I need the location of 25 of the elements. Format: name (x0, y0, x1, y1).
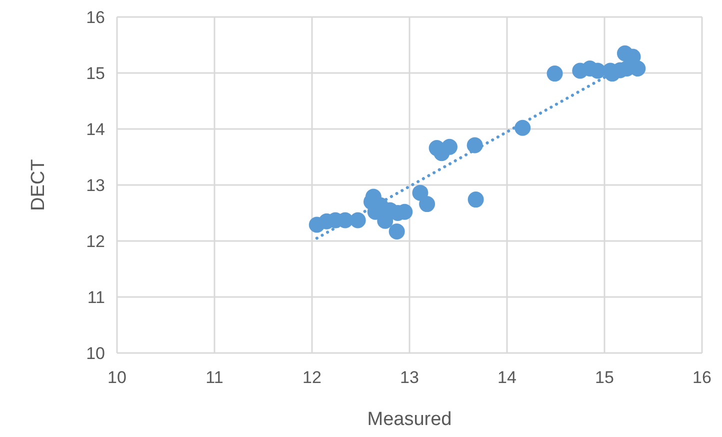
y-tick-label: 14 (86, 120, 105, 139)
y-tick-label: 10 (86, 344, 105, 363)
y-tick-label: 13 (86, 176, 105, 195)
point (412, 184, 428, 201)
point (441, 138, 458, 155)
y-axis-title: DECT (28, 158, 49, 211)
x-tick-label: 15 (595, 368, 614, 387)
y-tick-label: 16 (86, 8, 105, 27)
x-tick-label: 16 (692, 368, 712, 387)
y-tick-label: 12 (86, 232, 105, 251)
y-tick-label: 11 (87, 288, 105, 307)
point (466, 137, 483, 154)
point (546, 66, 563, 82)
point (388, 223, 405, 240)
y-tick-label: 15 (86, 64, 105, 83)
x-tick-label: 12 (302, 368, 322, 387)
x-tick-label: 11 (206, 368, 224, 387)
x-tick-label: 14 (498, 368, 516, 387)
point (350, 212, 366, 228)
x-axis-title: Measured (367, 409, 452, 430)
x-tick-label: 13 (400, 368, 419, 387)
point (514, 120, 531, 136)
x-tick-label: 10 (108, 368, 126, 387)
point (468, 192, 484, 208)
point (419, 196, 436, 212)
